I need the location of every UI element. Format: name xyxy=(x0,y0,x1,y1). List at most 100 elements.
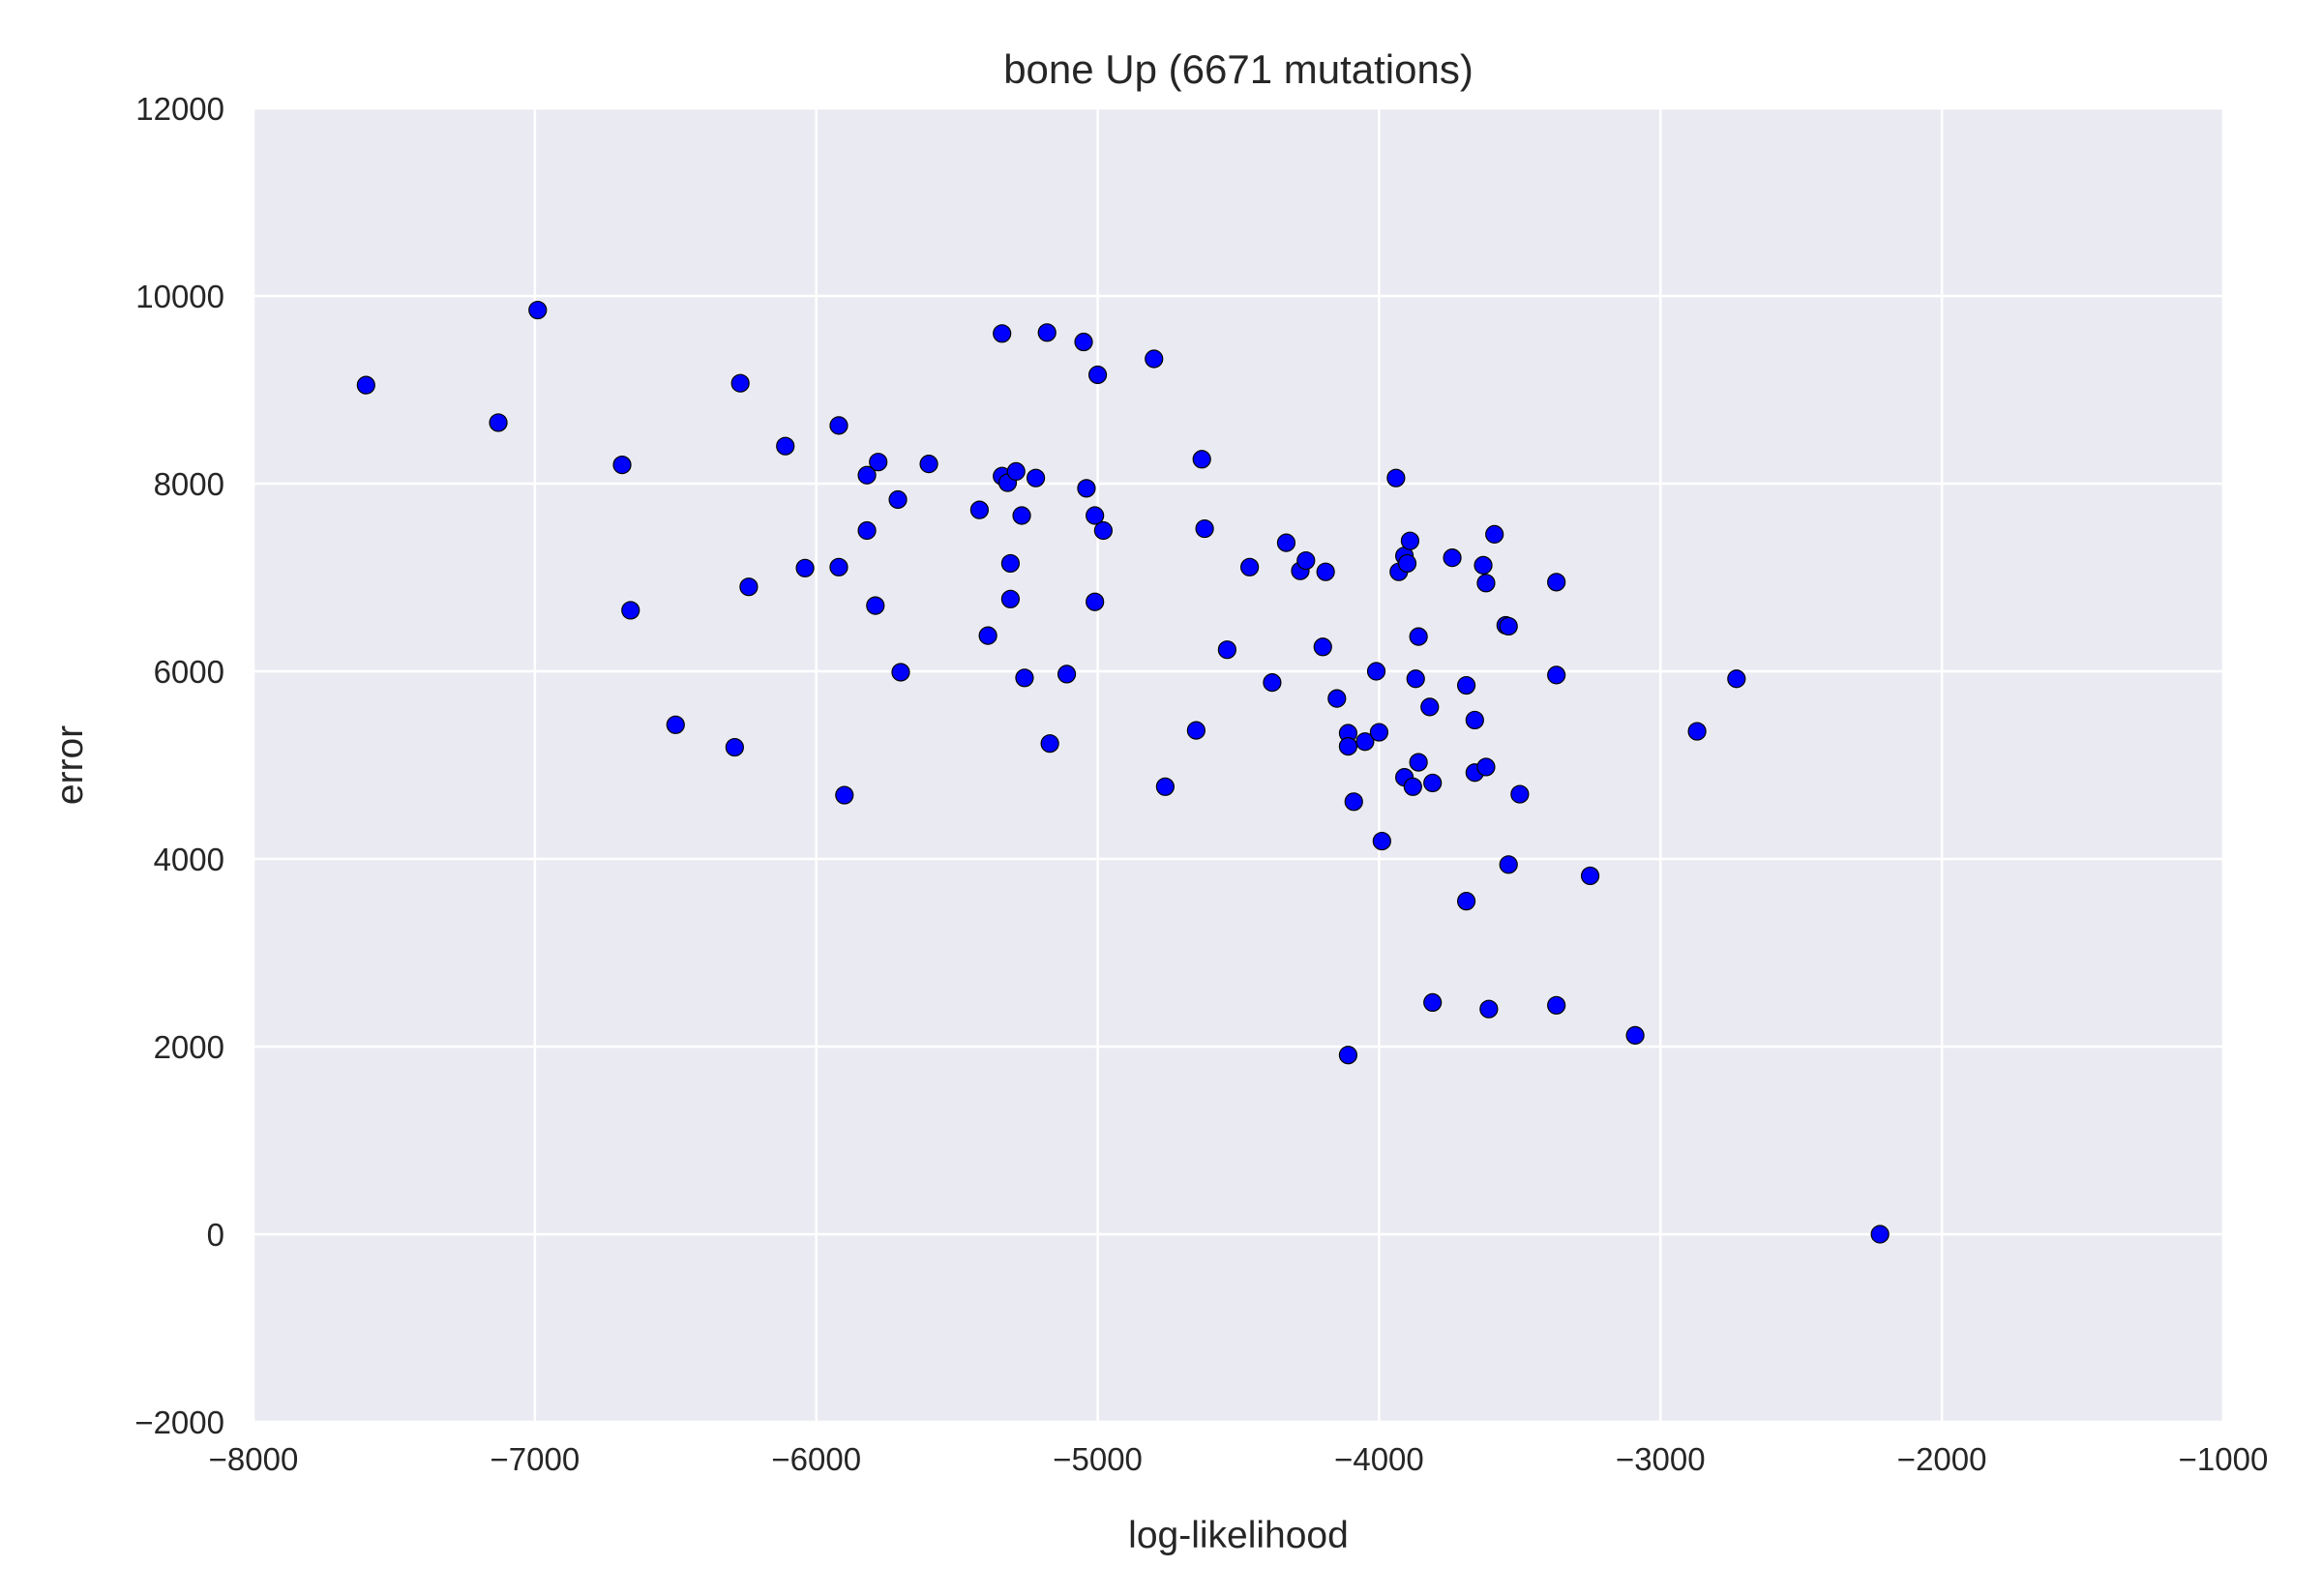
x-tick-label: −8000 xyxy=(209,1441,299,1477)
scatter-point xyxy=(1037,323,1057,342)
scatter-point xyxy=(1456,892,1476,911)
x-tick-label: −4000 xyxy=(1334,1441,1424,1477)
grid xyxy=(252,106,2225,1424)
scatter-point xyxy=(795,558,815,577)
scatter-point xyxy=(1369,723,1389,742)
scatter-point xyxy=(730,373,750,393)
x-axis-label: log-likelihood xyxy=(1128,1515,1349,1556)
scatter-point xyxy=(1625,1025,1645,1045)
scatter-point xyxy=(1870,1225,1890,1244)
y-tick-label: 0 xyxy=(207,1217,224,1253)
y-tick-label: 8000 xyxy=(154,466,224,502)
scatter-point xyxy=(1547,665,1566,685)
scatter-point xyxy=(1420,697,1440,717)
scatter-point xyxy=(1476,757,1496,777)
scatter-point xyxy=(1485,524,1504,544)
scatter-point xyxy=(1338,736,1358,756)
scatter-point xyxy=(1026,468,1046,488)
scatter-point xyxy=(835,785,854,805)
y-tick-label: −2000 xyxy=(134,1404,224,1440)
scatter-point xyxy=(1057,665,1077,684)
scatter-point xyxy=(1386,468,1406,488)
scatter-point xyxy=(1456,675,1476,695)
scatter-point xyxy=(1074,332,1093,352)
scatter-point xyxy=(1338,1046,1358,1065)
scatter-point xyxy=(969,500,990,519)
scatter-point xyxy=(919,455,938,474)
scatter-point xyxy=(1077,479,1096,498)
scatter-point xyxy=(891,663,910,682)
scatter-point xyxy=(1403,777,1422,796)
scatter-point xyxy=(1276,533,1296,552)
x-tick-label: −3000 xyxy=(1616,1441,1706,1477)
scatter-point xyxy=(1727,669,1746,689)
scatter-point xyxy=(1006,461,1026,481)
scatter-point xyxy=(739,577,759,597)
scatter-point xyxy=(829,416,848,435)
x-tick-label: −6000 xyxy=(771,1441,861,1477)
scatter-point xyxy=(1093,520,1113,541)
y-tick-label: 2000 xyxy=(154,1029,224,1065)
scatter-point xyxy=(1687,722,1707,741)
x-tick-labels: −8000 −7000 −6000 −5000 −4000 −3000 −2000 −1000 xyxy=(209,1441,2269,1477)
scatter-point xyxy=(888,489,908,510)
scatter-point xyxy=(1400,531,1420,550)
scatter-point xyxy=(1355,732,1375,752)
scatter-point xyxy=(1547,995,1566,1015)
scatter-point xyxy=(1465,710,1484,730)
scatter-point xyxy=(1086,506,1105,525)
scatter-point xyxy=(866,596,885,615)
scatter-point xyxy=(1000,589,1021,608)
scatter-point xyxy=(1344,792,1363,812)
scatter-point xyxy=(1040,734,1059,754)
scatter-point xyxy=(1240,557,1260,576)
scatter-point xyxy=(1087,365,1108,385)
scatter-point xyxy=(1015,668,1034,688)
scatter-point xyxy=(1499,616,1518,636)
scatter-point xyxy=(1316,562,1335,581)
scatter-point xyxy=(1510,784,1530,804)
y-axis-label: error xyxy=(49,725,91,805)
y-tick-labels: −2000 0 2000 4000 6000 8000 10000 12000 xyxy=(134,91,224,1440)
y-tick-label: 10000 xyxy=(135,279,224,314)
scatter-point xyxy=(489,413,508,432)
scatter-point xyxy=(725,737,744,757)
scatter-point xyxy=(1192,450,1211,469)
scatter-point xyxy=(829,557,848,576)
scatter-point xyxy=(1476,574,1496,593)
scatter-point xyxy=(1263,673,1282,693)
scatter-point xyxy=(1423,992,1443,1013)
scatter-point xyxy=(1327,689,1347,708)
data-points xyxy=(356,300,1890,1244)
scatter-point xyxy=(666,715,685,734)
scatter-point xyxy=(1155,777,1175,796)
scatter-point xyxy=(1580,866,1600,886)
scatter-point xyxy=(621,601,640,620)
scatter-point xyxy=(1406,669,1425,689)
scatter-point xyxy=(1086,592,1105,611)
x-tick-label: −7000 xyxy=(491,1441,580,1477)
scatter-point xyxy=(1313,637,1332,657)
scatter-point xyxy=(1145,349,1164,369)
scatter-point xyxy=(857,520,877,541)
scatter-point xyxy=(978,626,997,645)
scatter-point xyxy=(612,456,632,475)
scatter-point xyxy=(1409,753,1428,772)
chart-title: bone Up (6671 mutations) xyxy=(1003,46,1474,92)
scatter-point xyxy=(1296,550,1316,571)
x-tick-label: −2000 xyxy=(1897,1441,1987,1477)
scatter-point xyxy=(1186,721,1206,740)
scatter-point xyxy=(1474,555,1493,575)
scatter-point xyxy=(869,453,888,472)
x-tick-label: −1000 xyxy=(2179,1441,2269,1477)
x-tick-label: −5000 xyxy=(1053,1441,1143,1477)
scatter-point xyxy=(1195,518,1214,539)
scatter-point xyxy=(1479,999,1499,1019)
y-tick-label: 4000 xyxy=(154,842,224,877)
scatter-point xyxy=(1547,573,1566,592)
scatter-point xyxy=(1012,506,1031,525)
scatter-point xyxy=(1443,548,1462,568)
scatter-point xyxy=(1372,831,1391,851)
scatter-point xyxy=(857,465,877,485)
